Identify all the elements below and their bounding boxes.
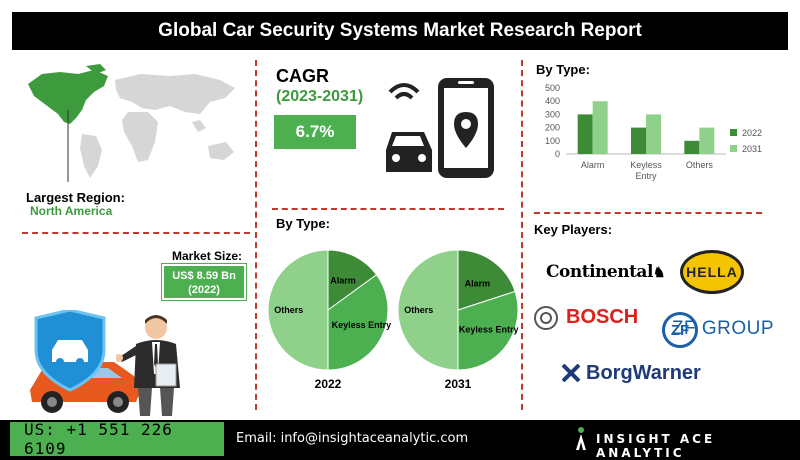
pie-slice-alarm [327,249,378,311]
pie-charts: Alarm Keyless Entry Others 2022 Alarm Keyless… [267,249,519,391]
phone-location-icon [386,78,494,178]
bar-2031 [592,101,608,154]
logo-continental: Continental♞ [546,262,665,282]
pie-slice-label: Others [404,305,433,315]
pie-slice-others [397,249,459,371]
key-players-label: Key Players: [534,222,613,237]
y-tick-label: 500 [545,83,560,93]
divider-right-h [534,212,762,214]
cagr-label: CAGR [276,66,329,86]
pie-slice-keyless-entry [327,274,389,371]
y-tick-label: 0 [555,149,560,159]
borgwarner-icon [562,364,580,382]
x-tick-label: Entry [635,171,657,181]
largest-region-value: North America [30,204,113,218]
pies-label: By Type: [276,216,330,231]
pie-slice-label: Alarm [330,276,356,286]
pie-slice-label: Keyless Entry [332,320,392,330]
y-tick-label: 400 [545,96,560,106]
brand-logo-icon [576,427,586,450]
legend-label: 2022 [742,128,762,138]
legend-label: 2031 [742,144,762,154]
logo-continental-text: Continental [546,262,653,282]
logo-borgwarner: BorgWarner [586,362,701,384]
pie-slice-alarm [457,249,516,311]
bar-chart-label: By Type: [536,62,590,77]
footer-brand: INSIGHT ACE ANALYTIC [596,432,716,460]
pie-slice-label: Others [274,305,303,315]
divider-left [255,60,257,410]
logo-hella-text: HELLA [686,264,738,280]
pie-title: 2031 [445,377,472,391]
largest-region-label: Largest Region: [26,190,125,205]
pie-title: 2022 [315,377,342,391]
bar-2022 [684,140,700,154]
x-tick-label: Keyless [630,160,662,170]
page-title: Global Car Security Systems Market Resea… [12,12,788,50]
logo-hella: HELLA [680,250,744,294]
businessman-icon [116,315,180,416]
x-tick-label: Others [686,160,714,170]
pie-slice-label: Keyless Entry [459,324,519,334]
zf-circle-icon: ZF [662,312,698,348]
footer-phone: US: +1 551 226 6109 [10,420,224,458]
divider-mid-h [272,208,504,210]
horse-icon: ♞ [652,265,666,281]
cagr-period: (2023-2031) [276,88,364,105]
y-tick-label: 300 [545,109,560,119]
bar-2022 [577,114,593,154]
market-size-value: US$ 8.59 Bn [172,270,236,282]
bar-2031 [699,127,715,154]
bosch-armature-icon [534,306,558,330]
divider-left-h [22,232,250,234]
divider-right [521,60,523,410]
pie-slice-others [267,249,329,371]
bar-2031 [646,114,661,154]
market-size-label: Market Size: [172,249,243,263]
legend-swatch [730,129,737,136]
y-tick-label: 200 [545,123,560,133]
footer-email: Email: info@insightaceanalytic.com [236,431,469,446]
logo-zf-group: ZF GROUP [671,318,774,339]
pie-slice-label: Alarm [465,278,491,288]
car-shield-icon [30,310,140,413]
x-tick-label: Alarm [581,160,605,170]
logo-bosch: BOSCH [566,306,639,328]
legend-swatch [730,145,737,152]
world-map-icon [28,64,235,182]
pie-slice-keyless-entry [457,290,519,371]
y-tick-label: 100 [545,136,560,146]
cagr-value: 6.7% [274,115,356,149]
bar-2022 [631,127,646,154]
market-size-year: (2022) [188,284,220,296]
market-size-box: US$ 8.59 Bn (2022) [161,263,247,301]
